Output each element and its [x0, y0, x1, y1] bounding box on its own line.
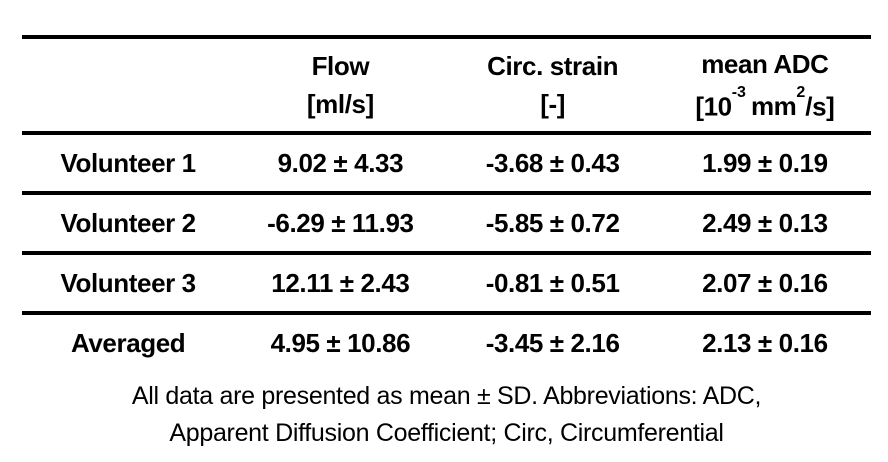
unit-close-bracket: /s]	[805, 91, 835, 122]
flow-value: 12.11 ± 2.43	[271, 267, 410, 298]
table-row-volunteer-3: Volunteer 3 12.11 ± 2.43 -0.81 ± 0.51 2.…	[22, 255, 871, 315]
row-label: Averaged	[70, 327, 186, 358]
column-unit-flow: [ml/s]	[306, 89, 374, 119]
flow-value: 9.02 ± 4.33	[277, 147, 404, 178]
table-row-averaged: Averaged 4.95 ± 10.86 -3.45 ± 2.16 2.13 …	[22, 315, 871, 371]
unit-open-bracket: [10	[695, 91, 732, 122]
adc-value: 2.07 ± 0.16	[702, 267, 828, 298]
column-title-flow: Flow	[311, 51, 370, 81]
table-figure: Flow [ml/s] Circ. strain [-] mean ADC [1…	[22, 35, 871, 452]
unit-mm: mm	[750, 91, 797, 122]
strain-value: -3.68 ± 0.43	[485, 147, 620, 178]
adc-value: 1.99 ± 0.19	[702, 147, 828, 178]
strain-value: -0.81 ± 0.51	[485, 267, 620, 298]
unit-square: 2	[796, 83, 806, 101]
column-header-mean-adc: mean ADC [10-3 mm2/s]	[659, 45, 871, 126]
strain-value: -5.85 ± 0.72	[485, 207, 620, 238]
data-table: Flow [ml/s] Circ. strain [-] mean ADC [1…	[22, 35, 871, 371]
column-title-circ-strain: Circ. strain	[487, 51, 619, 81]
adc-value: 2.13 ± 0.16	[702, 327, 828, 358]
column-title-mean-adc: mean ADC	[701, 48, 829, 79]
footnote-line-1: All data are presented as mean ± SD. Abb…	[131, 382, 762, 410]
column-header-circ-strain: Circ. strain [-]	[447, 47, 659, 123]
row-label: Volunteer 2	[60, 207, 196, 238]
flow-value: -6.29 ± 11.93	[267, 207, 414, 238]
flow-value: 4.95 ± 10.86	[270, 327, 411, 358]
table-footnote: All data are presented as mean ± SD. Abb…	[22, 378, 871, 452]
row-label: Volunteer 1	[60, 147, 196, 178]
strain-value: -3.45 ± 2.16	[485, 327, 620, 358]
column-header-flow: Flow [ml/s]	[234, 47, 446, 123]
table-row-volunteer-2: Volunteer 2 -6.29 ± 11.93 -5.85 ± 0.72 2…	[22, 195, 871, 255]
table-header-row: Flow [ml/s] Circ. strain [-] mean ADC [1…	[22, 39, 871, 135]
footnote-line-2: Apparent Diffusion Coefficient; Circ, Ci…	[169, 419, 724, 447]
adc-value: 2.49 ± 0.13	[702, 207, 828, 238]
unit-exponent: -3	[731, 83, 746, 101]
column-unit-circ-strain: [-]	[540, 89, 566, 119]
column-unit-mean-adc: [10-3 mm2/s]	[659, 83, 871, 126]
table-row-volunteer-1: Volunteer 1 9.02 ± 4.33 -3.68 ± 0.43 1.9…	[22, 135, 871, 195]
row-label: Volunteer 3	[60, 267, 196, 298]
